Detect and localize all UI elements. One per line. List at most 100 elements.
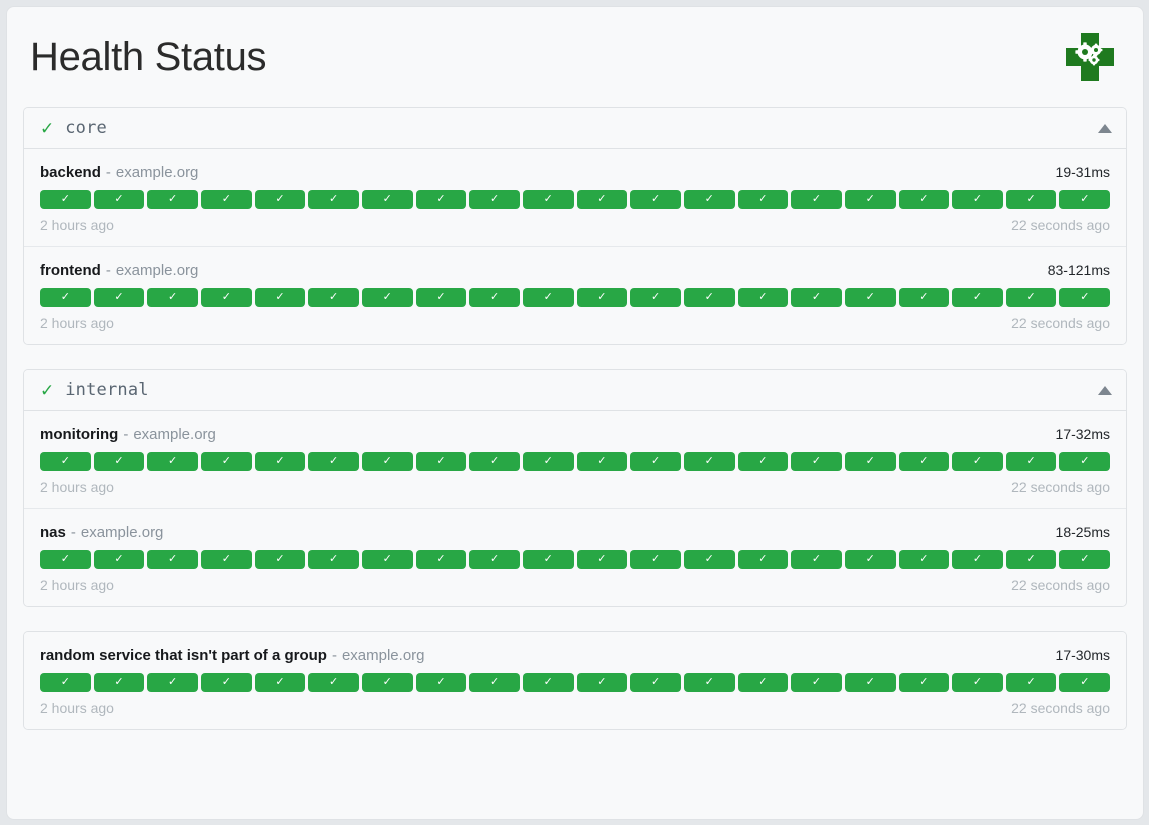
status-bar[interactable]: ✓ — [93, 673, 145, 692]
status-bar[interactable]: ✓ — [898, 550, 950, 569]
status-bar[interactable]: ✓ — [1005, 190, 1057, 209]
status-bar[interactable]: ✓ — [952, 190, 1003, 209]
status-bar[interactable]: ✓ — [1059, 550, 1111, 569]
status-bar[interactable]: ✓ — [683, 288, 735, 307]
status-bar[interactable]: ✓ — [415, 288, 467, 307]
status-bar[interactable]: ✓ — [791, 190, 842, 209]
status-bar[interactable]: ✓ — [683, 550, 735, 569]
caret-up-icon[interactable] — [1098, 123, 1112, 133]
status-bar[interactable]: ✓ — [469, 550, 520, 569]
status-bar[interactable]: ✓ — [737, 452, 789, 471]
status-bar[interactable]: ✓ — [308, 288, 359, 307]
status-bar[interactable]: ✓ — [791, 673, 842, 692]
status-bar[interactable]: ✓ — [254, 190, 306, 209]
status-bar[interactable]: ✓ — [576, 288, 628, 307]
status-bar[interactable]: ✓ — [308, 550, 359, 569]
status-bar[interactable]: ✓ — [469, 452, 520, 471]
status-bar[interactable]: ✓ — [361, 288, 413, 307]
status-bar[interactable]: ✓ — [361, 452, 413, 471]
status-bar[interactable]: ✓ — [1005, 550, 1057, 569]
status-bar[interactable]: ✓ — [40, 190, 91, 209]
status-bar[interactable]: ✓ — [361, 673, 413, 692]
status-bar[interactable]: ✓ — [898, 673, 950, 692]
status-bar[interactable]: ✓ — [630, 288, 681, 307]
status-bar[interactable]: ✓ — [1005, 452, 1057, 471]
status-bar[interactable]: ✓ — [791, 288, 842, 307]
status-bar[interactable]: ✓ — [683, 190, 735, 209]
status-bar[interactable]: ✓ — [40, 550, 91, 569]
status-bar[interactable]: ✓ — [844, 190, 896, 209]
status-bar[interactable]: ✓ — [147, 190, 198, 209]
status-bar[interactable]: ✓ — [147, 452, 198, 471]
status-bar[interactable]: ✓ — [200, 190, 252, 209]
status-bar[interactable]: ✓ — [791, 550, 842, 569]
status-bar[interactable]: ✓ — [93, 550, 145, 569]
status-bar[interactable]: ✓ — [737, 288, 789, 307]
status-bar[interactable]: ✓ — [898, 452, 950, 471]
status-bar[interactable]: ✓ — [791, 452, 842, 471]
status-bar[interactable]: ✓ — [93, 452, 145, 471]
status-bar[interactable]: ✓ — [254, 673, 306, 692]
status-bar[interactable]: ✓ — [40, 288, 91, 307]
status-bar[interactable]: ✓ — [522, 288, 574, 307]
status-bar[interactable]: ✓ — [737, 673, 789, 692]
status-bar[interactable]: ✓ — [576, 673, 628, 692]
status-bar[interactable]: ✓ — [147, 550, 198, 569]
status-bar[interactable]: ✓ — [952, 673, 1003, 692]
status-bar[interactable]: ✓ — [93, 190, 145, 209]
status-bar[interactable]: ✓ — [40, 452, 91, 471]
status-bar[interactable]: ✓ — [308, 673, 359, 692]
status-bar[interactable]: ✓ — [200, 673, 252, 692]
group-header[interactable]: ✓ internal — [24, 370, 1126, 411]
status-bar[interactable]: ✓ — [1059, 673, 1111, 692]
status-bar[interactable]: ✓ — [200, 550, 252, 569]
status-bar[interactable]: ✓ — [1059, 190, 1111, 209]
status-bar[interactable]: ✓ — [630, 673, 681, 692]
status-bar[interactable]: ✓ — [630, 550, 681, 569]
status-bar[interactable]: ✓ — [1059, 288, 1111, 307]
status-bar[interactable]: ✓ — [844, 288, 896, 307]
status-bar[interactable]: ✓ — [200, 288, 252, 307]
status-bar[interactable]: ✓ — [630, 190, 681, 209]
status-bar[interactable]: ✓ — [576, 550, 628, 569]
caret-up-icon[interactable] — [1098, 385, 1112, 395]
status-bar[interactable]: ✓ — [1005, 288, 1057, 307]
status-bar[interactable]: ✓ — [469, 288, 520, 307]
status-bar[interactable]: ✓ — [522, 190, 574, 209]
status-bar[interactable]: ✓ — [469, 190, 520, 209]
status-bar[interactable]: ✓ — [254, 550, 306, 569]
status-bar[interactable]: ✓ — [93, 288, 145, 307]
status-bar[interactable]: ✓ — [522, 452, 574, 471]
status-bar[interactable]: ✓ — [415, 673, 467, 692]
status-bar[interactable]: ✓ — [415, 452, 467, 471]
status-bar[interactable]: ✓ — [844, 673, 896, 692]
status-bar[interactable]: ✓ — [147, 673, 198, 692]
status-bar[interactable]: ✓ — [844, 452, 896, 471]
status-bar[interactable]: ✓ — [898, 190, 950, 209]
status-bar[interactable]: ✓ — [1059, 452, 1111, 471]
status-bar[interactable]: ✓ — [469, 673, 520, 692]
status-bar[interactable]: ✓ — [576, 452, 628, 471]
status-bar[interactable]: ✓ — [254, 452, 306, 471]
status-bar[interactable]: ✓ — [147, 288, 198, 307]
status-bar[interactable]: ✓ — [844, 550, 896, 569]
status-bar[interactable]: ✓ — [308, 190, 359, 209]
status-bar[interactable]: ✓ — [200, 452, 252, 471]
status-bar[interactable]: ✓ — [576, 190, 628, 209]
status-bar[interactable]: ✓ — [683, 452, 735, 471]
status-bar[interactable]: ✓ — [415, 190, 467, 209]
status-bar[interactable]: ✓ — [361, 190, 413, 209]
status-bar[interactable]: ✓ — [254, 288, 306, 307]
status-bar[interactable]: ✓ — [683, 673, 735, 692]
status-bar[interactable]: ✓ — [522, 673, 574, 692]
group-header[interactable]: ✓ core — [24, 108, 1126, 149]
status-bar[interactable]: ✓ — [630, 452, 681, 471]
status-bar[interactable]: ✓ — [40, 673, 91, 692]
status-bar[interactable]: ✓ — [952, 550, 1003, 569]
status-bar[interactable]: ✓ — [952, 288, 1003, 307]
status-bar[interactable]: ✓ — [415, 550, 467, 569]
status-bar[interactable]: ✓ — [522, 550, 574, 569]
status-bar[interactable]: ✓ — [737, 190, 789, 209]
status-bar[interactable]: ✓ — [308, 452, 359, 471]
status-bar[interactable]: ✓ — [898, 288, 950, 307]
